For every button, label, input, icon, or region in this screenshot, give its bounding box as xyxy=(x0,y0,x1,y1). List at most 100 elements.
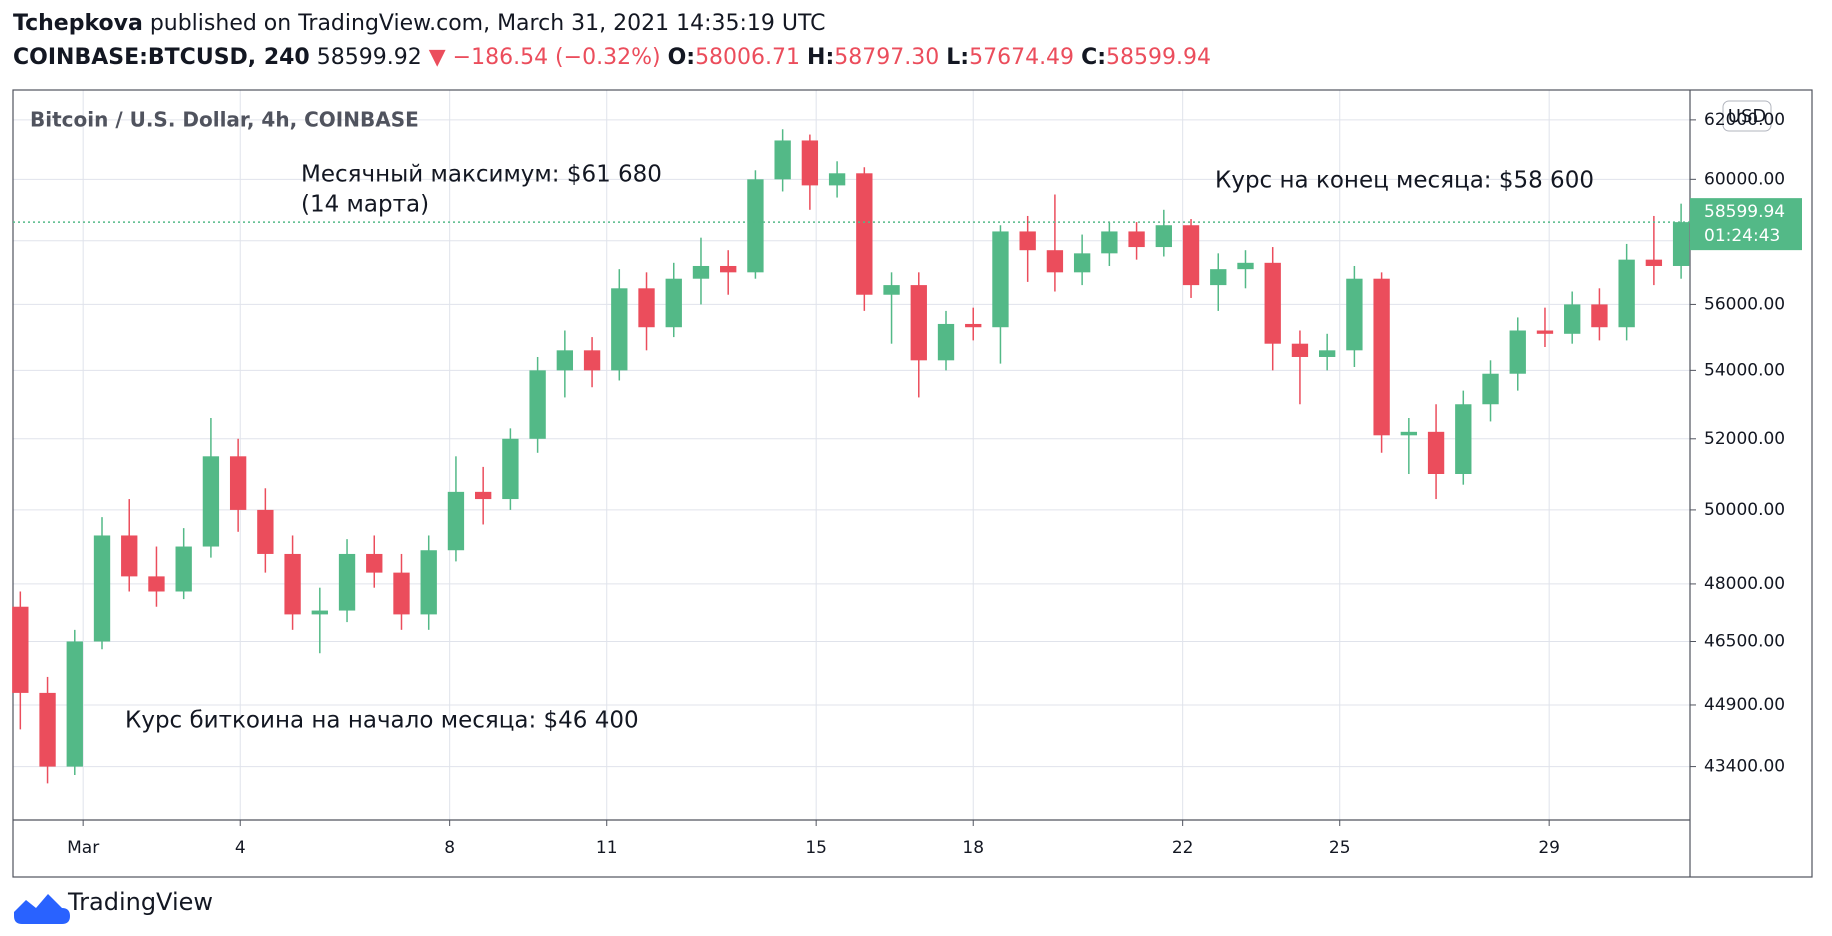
close-label: C: xyxy=(1081,45,1106,70)
candle-body xyxy=(1509,330,1526,374)
y-tick-label: 46500.00 xyxy=(1704,631,1785,651)
candle-body xyxy=(1672,222,1690,266)
candle-body xyxy=(747,179,764,273)
published: published on TradingView.com, March 31, … xyxy=(150,11,826,36)
candle-body xyxy=(1155,225,1172,248)
candle-body xyxy=(311,610,328,615)
candle-body xyxy=(420,550,437,615)
candle-body xyxy=(366,553,383,573)
y-tick-label: 52000.00 xyxy=(1704,429,1785,449)
annotation: (14 марта) xyxy=(301,192,429,218)
currency-label[interactable]: USD xyxy=(1728,106,1766,127)
candle-body xyxy=(556,350,574,371)
candle-body xyxy=(992,231,1009,328)
candle-body xyxy=(1373,278,1390,436)
candle-body xyxy=(529,370,546,439)
y-tick-label: 62000.00 xyxy=(1704,110,1785,130)
candle-body xyxy=(1073,253,1091,273)
candle-body xyxy=(1291,343,1309,357)
candle-body xyxy=(665,278,682,328)
close: 58599.94 xyxy=(1106,45,1211,70)
candle-body xyxy=(1645,259,1663,266)
x-tick-label: 22 xyxy=(1172,838,1194,858)
candle-body xyxy=(1046,250,1064,273)
candle-body xyxy=(148,576,165,592)
candle-body xyxy=(611,288,628,371)
candle-body xyxy=(774,140,791,180)
low-label: L: xyxy=(946,45,969,70)
candle-body xyxy=(1210,269,1227,286)
candle-body xyxy=(583,350,601,371)
open-label: O: xyxy=(668,45,696,70)
candle-body xyxy=(692,265,710,279)
candle-body xyxy=(66,641,83,767)
candle-body xyxy=(1482,373,1499,405)
candle-body xyxy=(1618,259,1635,328)
candle-body xyxy=(202,456,220,547)
x-tick-label: 4 xyxy=(235,838,246,858)
candle-body xyxy=(447,491,465,551)
annotation: Курс биткоина на начало месяца: $46 400 xyxy=(125,708,639,734)
x-tick-label: 8 xyxy=(444,838,455,858)
currency-button[interactable]: USD xyxy=(1722,100,1772,132)
candle-body xyxy=(1182,225,1200,286)
y-tick-label: 54000.00 xyxy=(1704,360,1785,380)
candle-body xyxy=(1455,404,1472,474)
candle-body xyxy=(1564,304,1581,334)
symbol: COINBASE:BTCUSD, 240 xyxy=(13,45,310,70)
header-line-1: Tchepkova published on TradingView.com, … xyxy=(13,11,826,36)
author: Tchepkova xyxy=(13,11,143,36)
candle-body xyxy=(1346,278,1363,351)
arrow: ▼ xyxy=(429,45,446,70)
candle-body xyxy=(502,438,519,500)
annotation: Месячный максимум: $61 680 xyxy=(301,162,662,188)
open: 58006.71 xyxy=(695,45,800,70)
x-tick-label: 11 xyxy=(596,838,618,858)
candle-body xyxy=(93,535,111,642)
candle-body xyxy=(474,491,492,500)
candle-body xyxy=(720,265,737,273)
brand[interactable]: TradingView xyxy=(67,888,213,916)
annotation: Курс на конец месяца: $58 600 xyxy=(1215,168,1594,194)
x-tick-label: 18 xyxy=(962,838,984,858)
currency-button-bg[interactable] xyxy=(1722,100,1772,132)
change: −186.54 (−0.32%) xyxy=(453,45,661,70)
candle-body xyxy=(1427,431,1445,474)
candle-body xyxy=(1536,330,1554,334)
header-line-2: COINBASE:BTCUSD, 240 58599.92 ▼ −186.54 … xyxy=(13,45,1211,70)
x-tick-label: Mar xyxy=(67,838,99,858)
last-price-label: 58599.94 xyxy=(1704,202,1785,222)
candle-body xyxy=(1318,350,1336,357)
candle-body xyxy=(175,546,192,592)
candle-body xyxy=(39,692,56,767)
logo-icon[interactable] xyxy=(14,894,70,924)
candle-body xyxy=(1128,231,1145,248)
candle-body xyxy=(828,173,846,186)
x-tick-label: 25 xyxy=(1329,838,1351,858)
high: 58797.30 xyxy=(834,45,939,70)
y-tick-label: 50000.00 xyxy=(1704,500,1785,520)
y-tick-label: 56000.00 xyxy=(1704,294,1785,314)
candle-body xyxy=(229,456,247,510)
frame xyxy=(12,89,1813,878)
x-tick-label: 29 xyxy=(1538,838,1560,858)
logo[interactable]: TradingView xyxy=(14,888,213,924)
candle-body xyxy=(338,553,356,611)
last-price-box xyxy=(1690,198,1802,251)
y-tick-label: 44900.00 xyxy=(1704,695,1785,715)
candle-body xyxy=(638,288,655,328)
candle-body xyxy=(1591,304,1608,328)
candle-body xyxy=(910,285,927,361)
candle-body xyxy=(257,509,274,554)
candle-body xyxy=(883,285,900,295)
y-tick-label: 48000.00 xyxy=(1704,574,1785,594)
candle-body xyxy=(1237,262,1254,270)
high-label: H: xyxy=(807,45,834,70)
candle-body xyxy=(856,173,873,295)
candle-body xyxy=(1019,231,1036,251)
y-tick-label: 60000.00 xyxy=(1704,169,1785,189)
candle-body xyxy=(393,572,410,615)
last: 58599.92 xyxy=(317,45,422,70)
